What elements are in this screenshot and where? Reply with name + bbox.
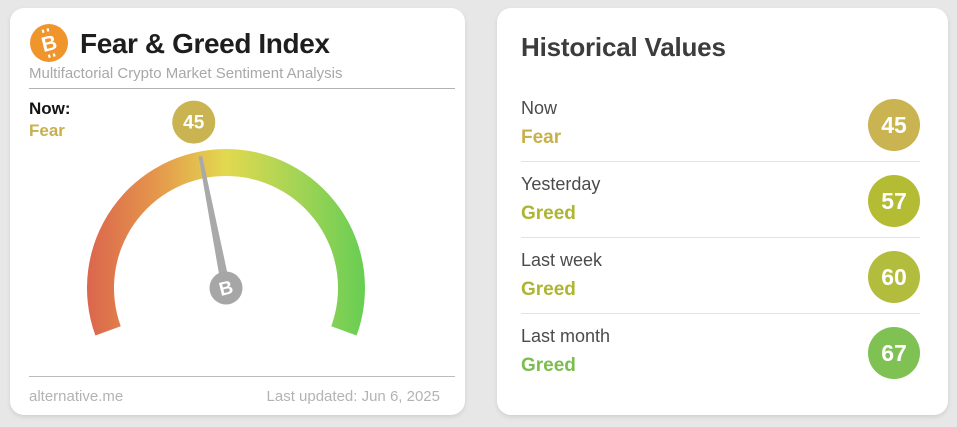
bitcoin-glyph: B [39,31,59,57]
fear-greed-gauge-card: B Fear & Greed Index Multifactorial Cryp… [10,8,465,415]
history-value-badge: 57 [868,175,920,227]
historical-values-list: Now Fear 45 Yesterday Greed 57 Last week… [521,86,920,390]
history-row-classification: Greed [521,279,576,300]
footer-divider [29,376,455,377]
header-divider [29,88,455,89]
now-classification: Fear [29,121,65,140]
history-value-badge: 45 [868,99,920,151]
gauge-hub-bitcoin-icon [209,271,243,305]
history-row-label: Last week [521,250,603,270]
history-row-last-month: Last month Greed 67 [521,314,920,390]
history-row-label: Yesterday [521,174,601,194]
svg-text:B: B [217,277,235,301]
history-row-label: Last month [521,326,611,346]
now-label: Now: [29,99,71,118]
historical-values-card: Historical Values Now Fear 45 Yesterday … [497,8,948,415]
gauge-needle [198,156,231,289]
history-row-classification: Greed [521,355,576,376]
gauge-value-badge [172,100,216,144]
source-link[interactable]: alternative.me [29,388,124,405]
page-subtitle: Multifactorial Crypto Market Sentiment A… [29,65,343,82]
gauge-card-footer: alternative.me Last updated: Jun 6, 2025 [29,388,440,405]
gauge-arc [87,148,365,336]
page-title: Fear & Greed Index [80,28,330,59]
bitcoin-icon: B [30,24,68,62]
gauge-value: 45 [183,113,205,134]
fear-greed-gauge: B 45 [87,100,365,336]
history-row-now: Now Fear 45 [521,86,920,162]
last-updated-text: Last updated: Jun 6, 2025 [266,388,440,405]
history-row-yesterday: Yesterday Greed 57 [521,162,920,238]
history-row-classification: Greed [521,203,576,224]
history-value-badge: 67 [868,327,920,379]
history-row-label: Now [521,98,558,118]
history-row-classification: Fear [521,127,562,148]
historical-values-title: Historical Values [521,32,726,62]
history-row-last-week: Last week Greed 60 [521,238,920,314]
history-value-badge: 60 [868,251,920,303]
